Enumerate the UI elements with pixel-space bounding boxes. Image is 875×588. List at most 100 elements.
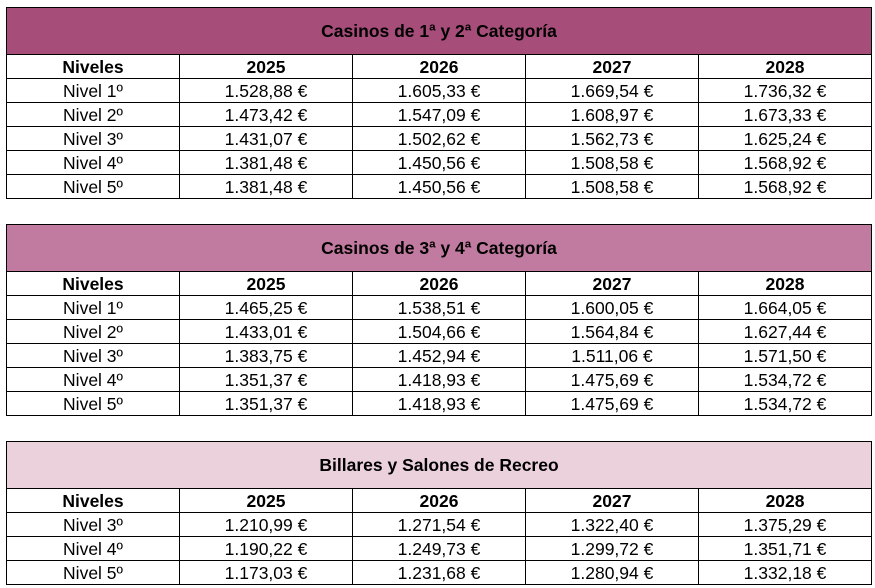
value-cell: 1.534,72 €: [697, 391, 873, 416]
level-cell: Nivel 3º: [6, 126, 180, 151]
value-cell: 1.271,54 €: [352, 512, 526, 537]
table-row: Nivel 4º 1.190,22 €1.249,73 €1.299,72 €1.…: [6, 536, 873, 561]
value-cell: 1.332,18 €: [697, 560, 873, 585]
level-cell: Nivel 2º: [6, 319, 180, 344]
level-cell: Nivel 5º: [6, 391, 180, 416]
value-cell: 1.351,71 €: [697, 536, 873, 561]
header-row: Niveles 2025 2026 2027 2028: [6, 271, 873, 296]
table-row: Nivel 3º 1.383,75 €1.452,94 €1.511,06 €1.…: [6, 343, 873, 368]
value-cell: 1.508,58 €: [525, 174, 699, 199]
value-cell: 1.600,05 €: [525, 295, 699, 320]
value-cell: 1.571,50 €: [697, 343, 873, 368]
column-header: 2027: [525, 271, 699, 296]
column-header: 2026: [352, 488, 526, 513]
salary-table-casinos-1-2: Casinos de 1ª y 2ª Categoría Niveles 202…: [5, 7, 873, 199]
table-title: Casinos de 1ª y 2ª Categoría: [5, 7, 873, 55]
value-cell: 1.190,22 €: [179, 536, 353, 561]
value-cell: 1.538,51 €: [352, 295, 526, 320]
value-cell: 1.664,05 €: [697, 295, 873, 320]
value-cell: 1.669,54 €: [525, 78, 699, 103]
value-cell: 1.627,44 €: [697, 319, 873, 344]
value-cell: 1.502,62 €: [352, 126, 526, 151]
header-row: Niveles 2025 2026 2027 2028: [6, 488, 873, 513]
value-cell: 1.351,37 €: [179, 367, 353, 392]
header-row: Niveles 2025 2026 2027 2028: [6, 54, 873, 79]
value-cell: 1.452,94 €: [352, 343, 526, 368]
table-row: Nivel 5º 1.351,37 €1.418,93 €1.475,69 €1.…: [6, 391, 873, 416]
level-cell: Nivel 4º: [6, 150, 180, 175]
value-cell: 1.173,03 €: [179, 560, 353, 585]
table-row: Nivel 5º 1.173,03 €1.231,68 €1.280,94 €1.…: [6, 560, 873, 585]
column-header: Niveles: [6, 54, 180, 79]
value-cell: 1.504,66 €: [352, 319, 526, 344]
value-cell: 1.381,48 €: [179, 150, 353, 175]
level-cell: Nivel 3º: [6, 343, 180, 368]
value-cell: 1.568,92 €: [697, 150, 873, 175]
value-cell: 1.450,56 €: [352, 150, 526, 175]
value-cell: 1.511,06 €: [525, 343, 699, 368]
column-header: 2026: [352, 54, 526, 79]
column-header: 2025: [179, 54, 353, 79]
column-header: 2028: [697, 488, 873, 513]
level-cell: Nivel 1º: [6, 295, 180, 320]
value-cell: 1.625,24 €: [697, 126, 873, 151]
level-cell: Nivel 4º: [6, 367, 180, 392]
value-cell: 1.322,40 €: [525, 512, 699, 537]
value-cell: 1.528,88 €: [179, 78, 353, 103]
table-row: Nivel 2º 1.433,01 €1.504,66 €1.564,84 €1.…: [6, 319, 873, 344]
value-cell: 1.375,29 €: [697, 512, 873, 537]
value-cell: 1.299,72 €: [525, 536, 699, 561]
value-cell: 1.433,01 €: [179, 319, 353, 344]
table-row: Nivel 3º 1.431,07 €1.502,62 €1.562,73 €1.…: [6, 126, 873, 151]
value-cell: 1.508,58 €: [525, 150, 699, 175]
table-row: Nivel 3º 1.210,99 €1.271,54 €1.322,40 €1.…: [6, 512, 873, 537]
value-cell: 1.473,42 €: [179, 102, 353, 127]
table-row: Nivel 1º 1.528,88 €1.605,33 €1.669,54 €1.…: [6, 78, 873, 103]
value-cell: 1.280,94 €: [525, 560, 699, 585]
table-row: Nivel 4º 1.351,37 €1.418,93 €1.475,69 €1.…: [6, 367, 873, 392]
value-cell: 1.431,07 €: [179, 126, 353, 151]
value-cell: 1.249,73 €: [352, 536, 526, 561]
table-row: Nivel 5º 1.381,48 €1.450,56 €1.508,58 €1.…: [6, 174, 873, 199]
value-cell: 1.351,37 €: [179, 391, 353, 416]
column-header: 2025: [179, 488, 353, 513]
value-cell: 1.231,68 €: [352, 560, 526, 585]
level-cell: Nivel 2º: [6, 102, 180, 127]
salary-table-casinos-3-4: Casinos de 3ª y 4ª Categoría Niveles 202…: [5, 224, 873, 416]
value-cell: 1.568,92 €: [697, 174, 873, 199]
table-row: Nivel 1º 1.465,25 €1.538,51 €1.600,05 €1.…: [6, 295, 873, 320]
salary-table-billares: Billares y Salones de Recreo Niveles 202…: [5, 441, 873, 585]
level-cell: Nivel 4º: [6, 536, 180, 561]
column-header: Niveles: [6, 488, 180, 513]
value-cell: 1.210,99 €: [179, 512, 353, 537]
table-title: Casinos de 3ª y 4ª Categoría: [5, 224, 873, 272]
table-row: Nivel 4º 1.381,48 €1.450,56 €1.508,58 €1.…: [6, 150, 873, 175]
column-header: Niveles: [6, 271, 180, 296]
value-cell: 1.605,33 €: [352, 78, 526, 103]
value-cell: 1.465,25 €: [179, 295, 353, 320]
column-header: 2027: [525, 488, 699, 513]
value-cell: 1.383,75 €: [179, 343, 353, 368]
value-cell: 1.736,32 €: [697, 78, 873, 103]
table-title: Billares y Salones de Recreo: [5, 441, 873, 489]
column-header: 2027: [525, 54, 699, 79]
value-cell: 1.562,73 €: [525, 126, 699, 151]
value-cell: 1.547,09 €: [352, 102, 526, 127]
value-cell: 1.564,84 €: [525, 319, 699, 344]
table-row: Nivel 2º 1.473,42 €1.547,09 €1.608,97 €1.…: [6, 102, 873, 127]
value-cell: 1.673,33 €: [697, 102, 873, 127]
value-cell: 1.381,48 €: [179, 174, 353, 199]
value-cell: 1.608,97 €: [525, 102, 699, 127]
level-cell: Nivel 5º: [6, 174, 180, 199]
value-cell: 1.475,69 €: [525, 367, 699, 392]
level-cell: Nivel 1º: [6, 78, 180, 103]
level-cell: Nivel 5º: [6, 560, 180, 585]
column-header: 2028: [697, 54, 873, 79]
column-header: 2025: [179, 271, 353, 296]
column-header: 2026: [352, 271, 526, 296]
value-cell: 1.450,56 €: [352, 174, 526, 199]
value-cell: 1.475,69 €: [525, 391, 699, 416]
value-cell: 1.418,93 €: [352, 391, 526, 416]
value-cell: 1.534,72 €: [697, 367, 873, 392]
level-cell: Nivel 3º: [6, 512, 180, 537]
